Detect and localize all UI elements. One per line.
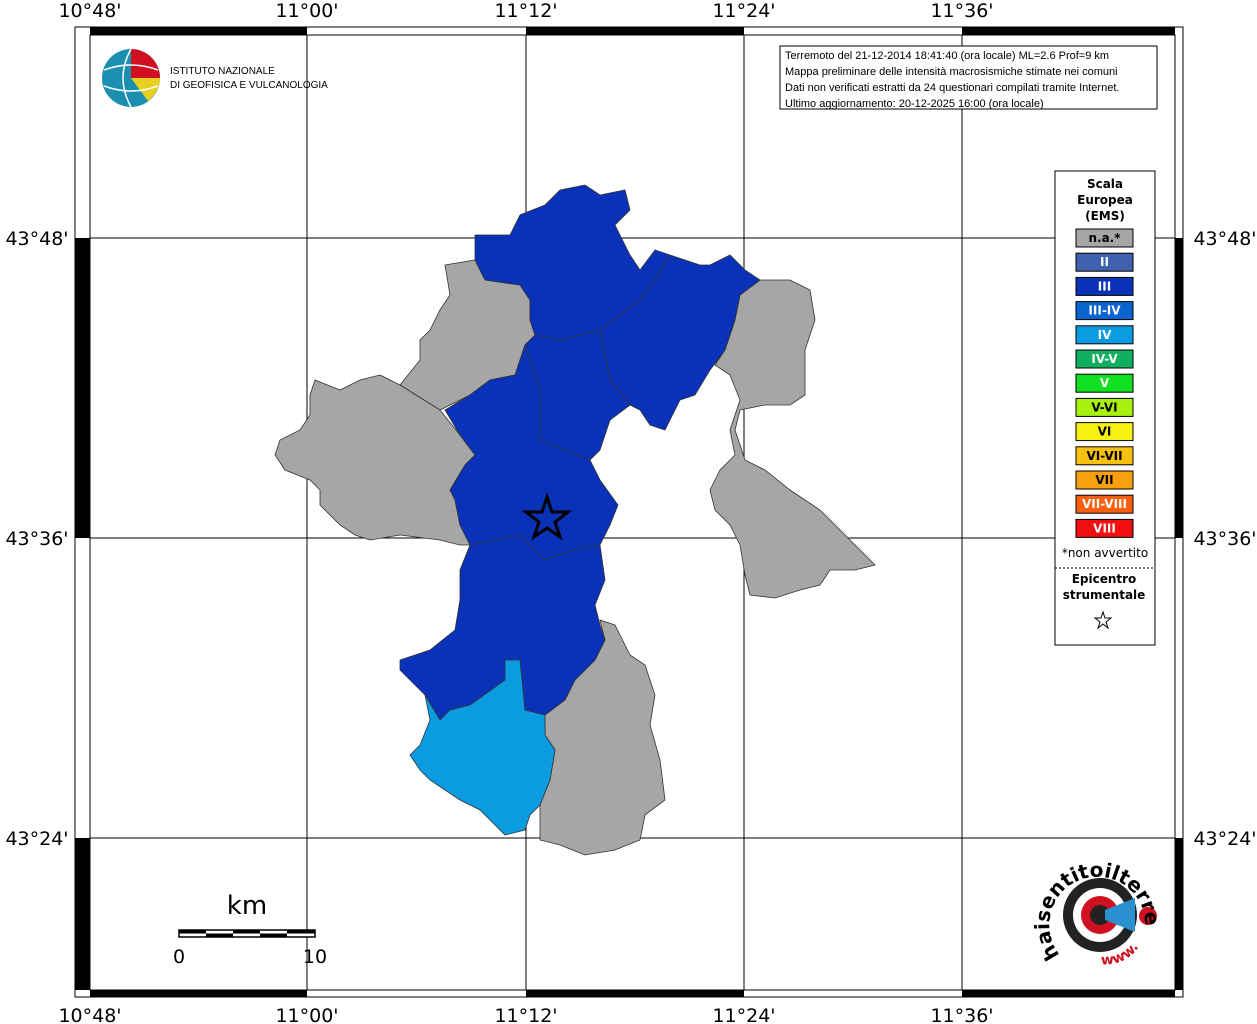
lon-label: 11°36' <box>930 0 993 22</box>
epicenter-star <box>521 492 573 541</box>
legend-swatch <box>1075 446 1134 466</box>
frame-band <box>90 990 307 997</box>
lon-label: 11°12' <box>494 0 557 22</box>
legend-title: Scala <box>1087 177 1123 191</box>
frame-band <box>1175 838 1183 990</box>
legend-epicenter: Epicentro <box>1072 572 1137 586</box>
legend-swatch <box>1075 228 1134 248</box>
legend-label: III <box>1098 279 1111 293</box>
info-line: Dati non verificati estratti da 24 quest… <box>785 82 1119 94</box>
legend-swatch <box>1075 325 1134 345</box>
legend-swatch <box>1075 373 1134 393</box>
frame-band <box>526 27 744 35</box>
legend-title: (EMS) <box>1085 209 1125 223</box>
legend-star <box>1093 610 1113 630</box>
institute-logo: ISTITUTO NAZIONALE DI GEOFISICA E VULCAN… <box>102 48 328 108</box>
legend-swatch <box>1075 470 1134 490</box>
legend-label: V-VI <box>1091 400 1117 414</box>
frame-band <box>1175 238 1183 538</box>
info-line: Terremoto del 21-12-2014 18:41:40 (ora l… <box>785 50 1109 62</box>
legend-label: VII-VIII <box>1082 497 1127 511</box>
lat-label: 43°24' <box>5 828 68 850</box>
frame-band <box>75 238 90 538</box>
lat-label: 43°36' <box>1193 528 1256 550</box>
frame-band <box>75 838 90 990</box>
info-line: Ultimo aggiornamento: 20-12-2025 16:00 (… <box>785 98 1044 110</box>
legend-swatch <box>1075 301 1134 321</box>
lon-label: 11°00' <box>275 0 338 22</box>
legend-label: III-IV <box>1088 304 1121 318</box>
legend-label: VIII <box>1093 521 1116 535</box>
legend-label: n.a.* <box>1088 231 1121 245</box>
legend-note: *non avvertito <box>1062 546 1148 560</box>
legend-swatch <box>1075 349 1134 369</box>
legend-label: VI <box>1098 425 1112 439</box>
institute-name: DI GEOFISICA E VULCANOLOGIA <box>170 80 328 91</box>
area-na <box>274 374 476 546</box>
outer-frame <box>74 26 1184 998</box>
frame-band <box>526 990 744 997</box>
legend-label: IV <box>1098 328 1112 342</box>
area-na <box>709 279 876 599</box>
legend-label: II <box>1100 255 1109 269</box>
area-iii <box>399 184 761 721</box>
lon-label: 10°48' <box>58 0 121 22</box>
legend-swatch <box>1075 252 1134 272</box>
lon-label: 10°48' <box>58 1005 121 1024</box>
lat-label: 43°48' <box>1193 228 1256 250</box>
legend-swatch <box>1075 518 1134 538</box>
frame-band <box>90 27 307 35</box>
info-text: Terremoto del 21-12-2014 18:41:40 (ora l… <box>785 50 1119 110</box>
lon-label: 11°24' <box>712 1005 775 1024</box>
scale-bar: km 0 10 <box>173 891 327 968</box>
legend-label: VI-VII <box>1086 449 1122 463</box>
legend-swatch <box>1075 422 1134 442</box>
frame-band <box>962 27 1175 35</box>
scale-label: 0 <box>173 946 185 968</box>
legend-label: VII <box>1095 473 1113 487</box>
legend-swatch <box>1075 397 1134 417</box>
legend-swatch <box>1075 276 1134 296</box>
institute-name: ISTITUTO NAZIONALE <box>170 66 275 77</box>
scale-unit: km <box>227 891 267 921</box>
legend-epicenter: strumentale <box>1063 588 1146 602</box>
lat-label: 43°48' <box>5 228 68 250</box>
lon-label: 11°36' <box>930 1005 993 1024</box>
info-box <box>779 45 1158 110</box>
legend-swatch <box>1075 494 1134 514</box>
legend: ScalaEuropea(EMS)n.a.*IIIIIIII-IVIVIV-VV… <box>1055 177 1155 630</box>
graticule <box>90 35 1175 990</box>
info-line: Mappa preliminare delle intensità macros… <box>785 66 1118 78</box>
lat-label: 43°36' <box>5 528 68 550</box>
lon-label: 11°00' <box>275 1005 338 1024</box>
lon-label: 11°12' <box>494 1005 557 1024</box>
legend-title: Europea <box>1077 193 1133 207</box>
frame-band <box>962 990 1175 997</box>
legend-label: V <box>1100 376 1110 390</box>
inner-frame <box>89 34 1176 991</box>
area-iv <box>409 659 556 836</box>
lat-label: 43°24' <box>1193 828 1256 850</box>
scale-label: 10 <box>303 946 327 968</box>
legend-label: IV-V <box>1091 352 1118 366</box>
municipalities <box>274 184 876 856</box>
lon-label: 11°24' <box>712 0 775 22</box>
